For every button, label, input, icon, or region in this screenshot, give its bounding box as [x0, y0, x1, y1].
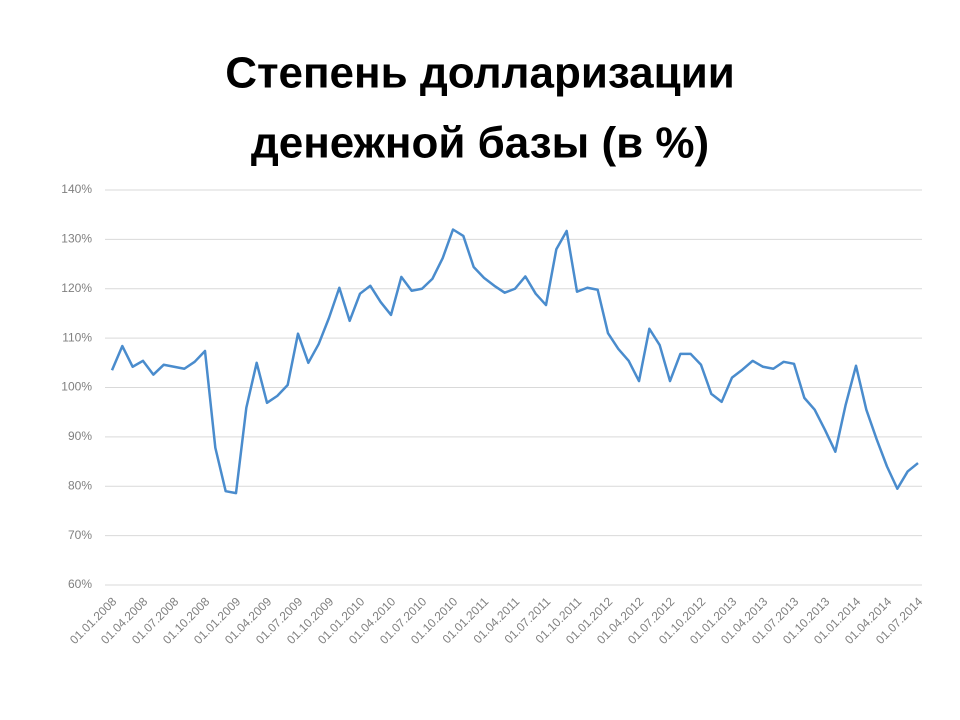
y-tick-label: 120% [61, 281, 92, 295]
y-tick-label: 130% [61, 232, 92, 246]
y-tick-label: 70% [68, 528, 92, 542]
data-line [110, 228, 919, 495]
y-tick-label: 80% [68, 478, 92, 492]
title-line: Степень долларизации [225, 49, 735, 98]
title-line: денежной базы (в %) [251, 119, 709, 168]
y-tick-label: 60% [68, 577, 92, 591]
y-tick-label: 110% [62, 330, 92, 344]
y-tick-label: 90% [68, 429, 92, 443]
y-tick-label: 140% [61, 182, 92, 196]
y-tick-label: 100% [61, 380, 92, 394]
